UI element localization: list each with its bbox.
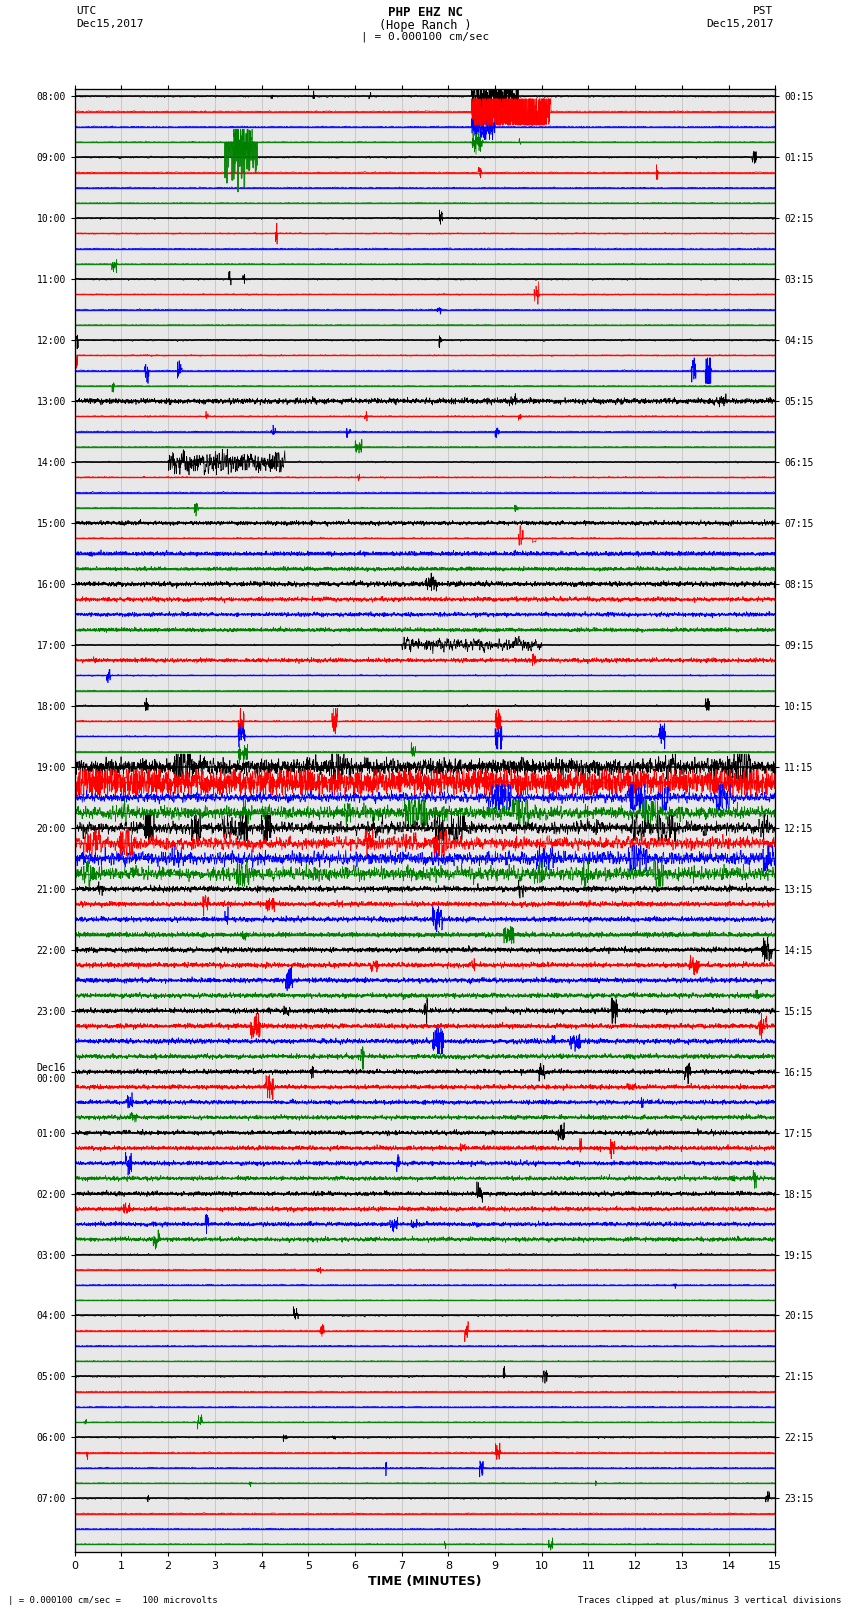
Text: UTC: UTC <box>76 5 97 16</box>
Text: Dec15,2017: Dec15,2017 <box>706 18 774 29</box>
X-axis label: TIME (MINUTES): TIME (MINUTES) <box>368 1574 482 1587</box>
Text: (Hope Ranch ): (Hope Ranch ) <box>379 18 471 32</box>
Text: Dec15,2017: Dec15,2017 <box>76 18 144 29</box>
Text: PHP EHZ NC: PHP EHZ NC <box>388 5 462 19</box>
Text: | = 0.000100 cm/sec =    100 microvolts: | = 0.000100 cm/sec = 100 microvolts <box>8 1595 218 1605</box>
Text: | = 0.000100 cm/sec: | = 0.000100 cm/sec <box>361 31 489 42</box>
Text: PST: PST <box>753 5 774 16</box>
Text: Traces clipped at plus/minus 3 vertical divisions: Traces clipped at plus/minus 3 vertical … <box>578 1595 842 1605</box>
